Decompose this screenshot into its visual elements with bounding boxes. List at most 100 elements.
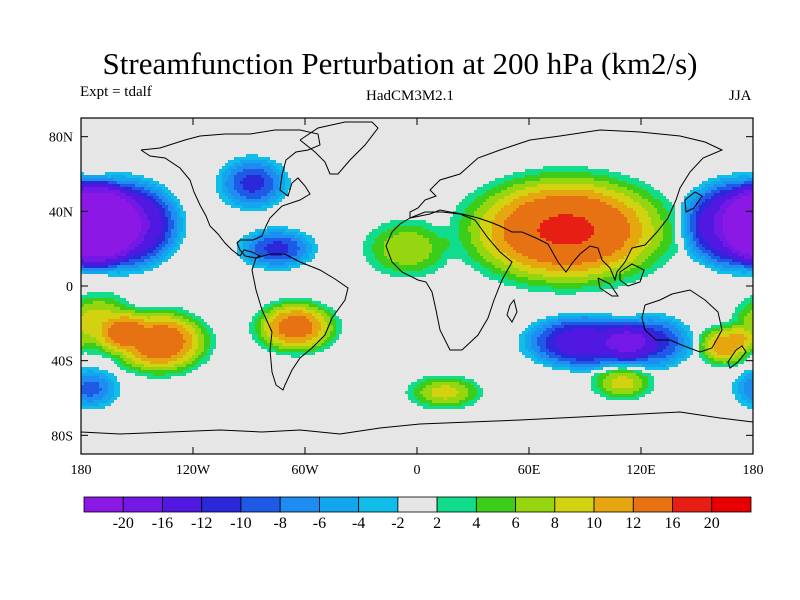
field-cell	[405, 229, 408, 232]
field-cell	[585, 223, 588, 226]
field-cell	[174, 202, 177, 205]
field-cell	[156, 205, 159, 208]
field-cell	[582, 223, 585, 226]
field-cell	[576, 238, 579, 241]
field-cell	[111, 232, 114, 235]
field-cell	[258, 181, 261, 184]
field-cell	[279, 172, 282, 175]
field-cell	[144, 205, 147, 208]
field-cell	[426, 232, 429, 235]
field-cell	[723, 253, 726, 256]
field-cell	[612, 178, 615, 181]
field-cell	[519, 265, 522, 268]
field-cell	[147, 226, 150, 229]
field-cell	[717, 214, 720, 217]
field-cell	[564, 217, 567, 220]
field-cell	[138, 184, 141, 187]
field-cell	[267, 241, 270, 244]
field-cell	[624, 175, 627, 178]
field-cell	[81, 259, 84, 262]
field-cell	[750, 214, 753, 217]
field-cell	[546, 217, 549, 220]
field-cell	[498, 220, 501, 223]
field-cell	[597, 184, 600, 187]
field-cell	[726, 223, 729, 226]
field-cell	[663, 226, 666, 229]
field-cell	[165, 253, 168, 256]
field-cell	[702, 241, 705, 244]
field-cell	[144, 265, 147, 268]
field-cell	[291, 229, 294, 232]
field-cell	[288, 265, 291, 268]
field-cell	[120, 241, 123, 244]
field-cell	[603, 205, 606, 208]
field-cell	[549, 253, 552, 256]
field-cell	[252, 193, 255, 196]
field-cell	[666, 259, 669, 262]
field-cell	[306, 253, 309, 256]
field-cell	[396, 223, 399, 226]
field-cell	[273, 178, 276, 181]
field-cell	[594, 175, 597, 178]
field-cell	[126, 223, 129, 226]
field-cell	[585, 208, 588, 211]
field-cell	[723, 241, 726, 244]
field-cell	[81, 238, 84, 241]
field-cell	[252, 259, 255, 262]
field-cell	[276, 187, 279, 190]
field-cell	[147, 256, 150, 259]
field-cell	[84, 205, 87, 208]
field-cell	[447, 229, 450, 232]
field-cell	[687, 253, 690, 256]
field-cell	[366, 259, 369, 262]
field-cell	[366, 235, 369, 238]
field-cell	[528, 262, 531, 265]
field-cell	[531, 193, 534, 196]
field-cell	[549, 223, 552, 226]
field-cell	[525, 265, 528, 268]
field-cell	[138, 265, 141, 268]
field-cell	[108, 190, 111, 193]
field-cell	[732, 208, 735, 211]
field-cell	[399, 250, 402, 253]
field-cell	[585, 211, 588, 214]
field-cell	[618, 265, 621, 268]
field-cell	[726, 196, 729, 199]
field-cell	[465, 217, 468, 220]
field-cell	[558, 172, 561, 175]
field-cell	[687, 214, 690, 217]
field-cell	[456, 211, 459, 214]
field-cell	[411, 226, 414, 229]
field-cell	[522, 184, 525, 187]
field-cell	[600, 202, 603, 205]
field-cell	[726, 259, 729, 262]
field-cell	[114, 211, 117, 214]
field-cell	[606, 205, 609, 208]
field-cell	[480, 199, 483, 202]
field-cell	[402, 235, 405, 238]
field-cell	[381, 232, 384, 235]
field-cell	[552, 265, 555, 268]
field-cell	[426, 241, 429, 244]
field-cell	[726, 226, 729, 229]
field-cell	[273, 232, 276, 235]
field-cell	[165, 208, 168, 211]
field-cell	[531, 226, 534, 229]
field-cell	[390, 223, 393, 226]
field-cell	[135, 229, 138, 232]
field-cell	[135, 235, 138, 238]
field-cell	[261, 244, 264, 247]
field-cell	[627, 220, 630, 223]
field-cell	[240, 256, 243, 259]
field-cell	[474, 205, 477, 208]
field-cell	[135, 265, 138, 268]
field-cell	[543, 244, 546, 247]
field-cell	[312, 256, 315, 259]
field-cell	[537, 253, 540, 256]
field-cell	[573, 184, 576, 187]
field-cell	[744, 244, 747, 247]
field-cell	[429, 226, 432, 229]
field-cell	[696, 199, 699, 202]
field-cell	[546, 166, 549, 169]
field-cell	[462, 232, 465, 235]
